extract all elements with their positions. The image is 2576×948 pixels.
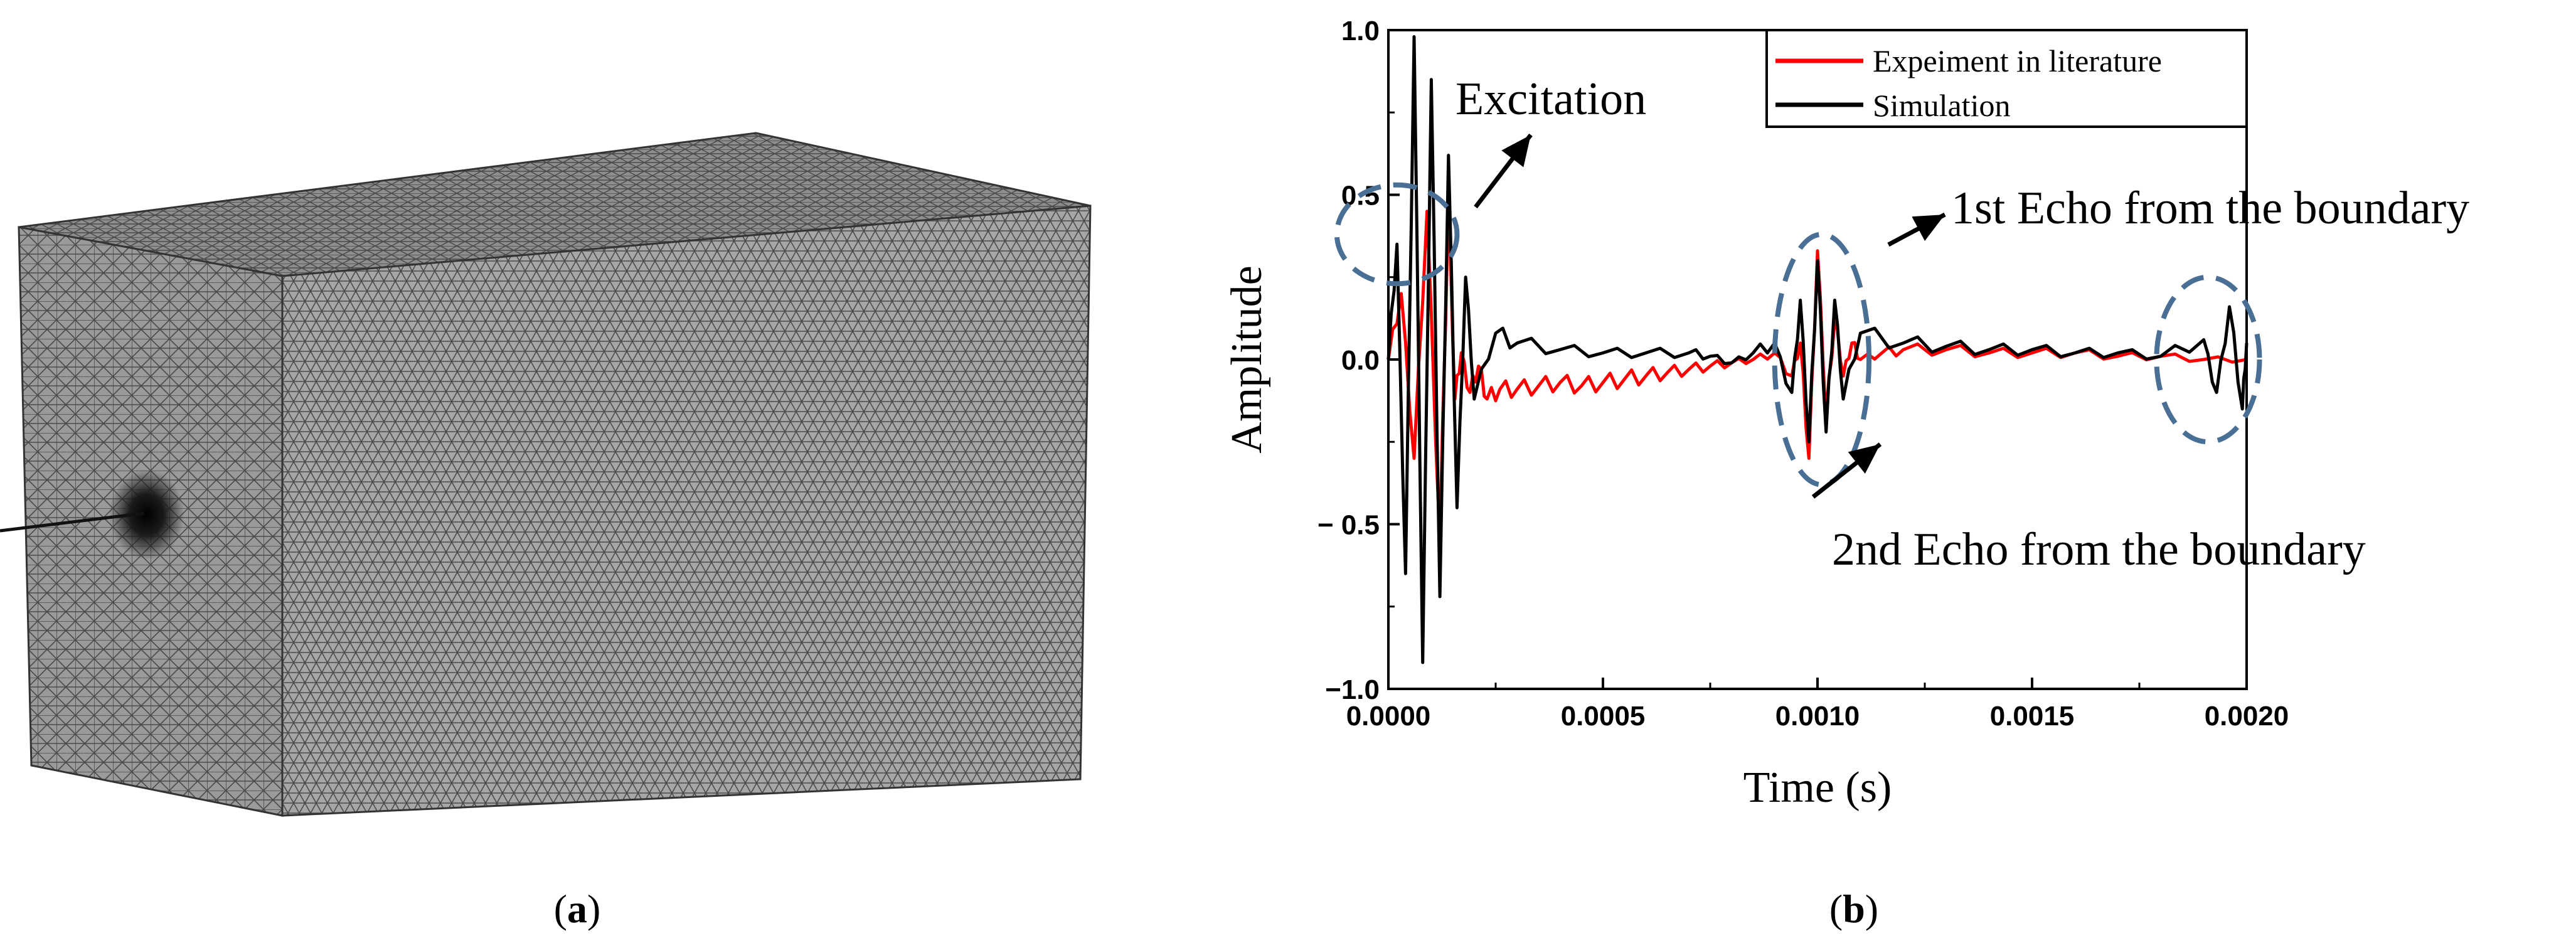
legend-label-simulation: Simulation [1873,88,2010,123]
series-path [1386,200,2247,543]
annotation-excitation-arrow-head [1501,135,1531,168]
plot-frame [1387,29,2248,690]
mesh-front-face [281,205,1092,817]
y-tick-label: −1.0 [1325,674,1380,705]
x-tick-label: 0.0000 [1346,701,1431,732]
legend: Expeiment in literature Simulation [1765,29,2248,128]
annotation-echo-2-arrow-head [1848,444,1880,474]
x-tick-label: 0.0015 [1990,701,2075,732]
y-tick-label: − 0.5 [1317,510,1380,541]
excitation-point [109,469,184,560]
annotation-excitation-circle [1334,182,1460,287]
mesh-block-figure [0,132,1092,817]
x-tick-label: 0.0005 [1561,701,1646,732]
legend-box [1765,29,2248,128]
annotation-echo-1-circle [1772,232,1872,487]
panel-b-label: (b) [1829,887,1878,931]
x-tick-label: 0.0010 [1775,701,1860,732]
x-tick-label: 0.0020 [2205,701,2289,732]
x-axis-label: Time (s) [1743,764,1892,812]
axis-ticks [1387,29,2248,690]
y-axis-label: Amplitude [1223,265,1271,453]
y-tick-label: 1.0 [1341,16,1380,46]
annotations [1334,133,2262,499]
annotation-echo-2-circle [2154,274,2262,445]
annotation-excitation-label: Excitation [1456,73,1646,125]
panel-a-label: (a) [554,887,601,931]
probe-line [0,511,145,533]
annotation-echo-1-label: 1st Echo from the boundary [1951,183,2469,234]
y-tick-label: 0.0 [1341,345,1380,376]
series-experiment-line [1386,200,2247,543]
annotation-echo-2-label: 2nd Echo from the boundary [1832,524,2366,575]
tick-labels: 0.0000 0.0005 0.0010 0.0015 0.0020 −1.0 − 0.5 0… [1317,16,2289,732]
amplitude-time-chart: 0.0000 0.0005 0.0010 0.0015 0.0020 −1.0 − 0.5 0… [1223,16,2469,812]
legend-label-experiment: Expeiment in literature [1873,43,2162,78]
annotation-echo-1-arrow-head [1912,215,1945,241]
